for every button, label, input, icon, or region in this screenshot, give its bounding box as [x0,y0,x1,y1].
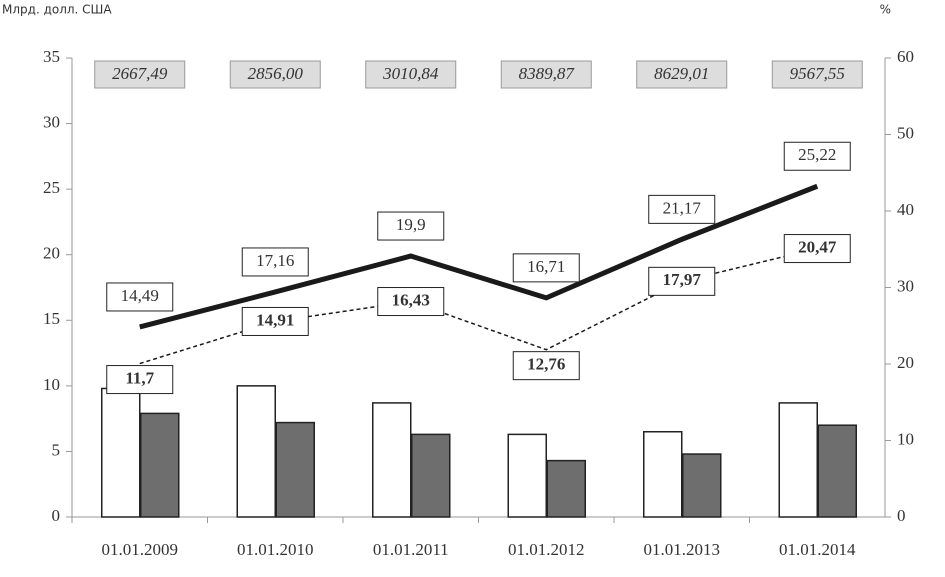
y2-tick-label: 20 [897,353,914,372]
annotation: 2667,49 [112,64,168,83]
bar [372,402,412,518]
bar [643,431,683,518]
y2-tick-label: 60 [897,47,914,66]
value-label-box [241,247,309,277]
value-label-box [512,351,580,381]
value-label: 16,71 [527,257,565,276]
value-label-box [783,141,851,171]
y-tick-label: 25 [43,178,60,197]
bar [275,421,315,518]
value-label: 17,97 [663,270,702,289]
y-axis-label: Млрд. долл. США [2,3,112,17]
annotation-box [365,60,457,89]
value-label: 14,91 [256,310,294,329]
y-tick-label: 35 [43,47,60,66]
line [139,183,819,330]
y2-tick-label: 30 [897,276,914,295]
value-label-box [648,266,716,296]
annotation: 9567,55 [790,64,845,83]
y2-tick-label: 50 [897,123,914,142]
y2-axis-label: % [880,3,891,17]
annotation-box [636,60,728,89]
bar [140,412,180,518]
value-label: 11,7 [125,368,154,387]
x-tick-label: 01.01.2013 [644,540,721,559]
bar [682,453,722,518]
bar [411,433,451,518]
value-label-box [377,211,445,241]
x-tick-label: 01.01.2014 [779,540,856,559]
value-label-box [106,365,174,395]
value-label-box [512,253,580,283]
line [139,247,818,365]
bar [507,433,547,518]
value-label-box [106,282,174,312]
value-label: 19,9 [396,215,426,234]
annotation: 2856,00 [248,64,304,83]
y-tick-label: 15 [43,309,60,328]
value-label-box [377,287,445,317]
y2-tick-label: 40 [897,200,914,219]
y2-tick-label: 0 [897,506,906,525]
bar [546,459,586,518]
value-label: 25,22 [798,145,836,164]
y-tick-label: 30 [43,112,60,131]
value-label-box [241,306,309,336]
annotation: 8629,01 [654,64,709,83]
x-tick-label: 01.01.2012 [508,540,585,559]
annotation: 3010,84 [382,64,439,83]
value-label: 17,16 [256,251,294,270]
annotation-box [771,60,863,89]
value-label: 20,47 [798,237,837,256]
y2-tick-label: 10 [897,429,914,448]
value-label: 21,17 [663,198,702,217]
y-tick-label: 0 [52,506,61,525]
annotation-box [94,60,186,89]
y-tick-label: 10 [43,375,60,394]
y-tick-label: 20 [43,244,60,263]
x-tick-label: 01.01.2011 [373,540,449,559]
annotation: 8389,87 [519,64,576,83]
x-tick-label: 01.01.2009 [102,540,179,559]
value-label-box [648,194,716,224]
value-label: 12,76 [527,355,565,374]
value-label: 14,49 [121,286,159,305]
bar [778,402,818,518]
annotation-box [500,60,592,89]
x-tick-label: 01.01.2010 [237,540,314,559]
bar [101,387,141,518]
bar [817,424,857,518]
value-label-box [783,234,851,264]
bar [236,385,276,518]
value-label: 16,43 [392,290,430,309]
annotation-box [229,60,321,89]
y-tick-label: 5 [52,440,61,459]
